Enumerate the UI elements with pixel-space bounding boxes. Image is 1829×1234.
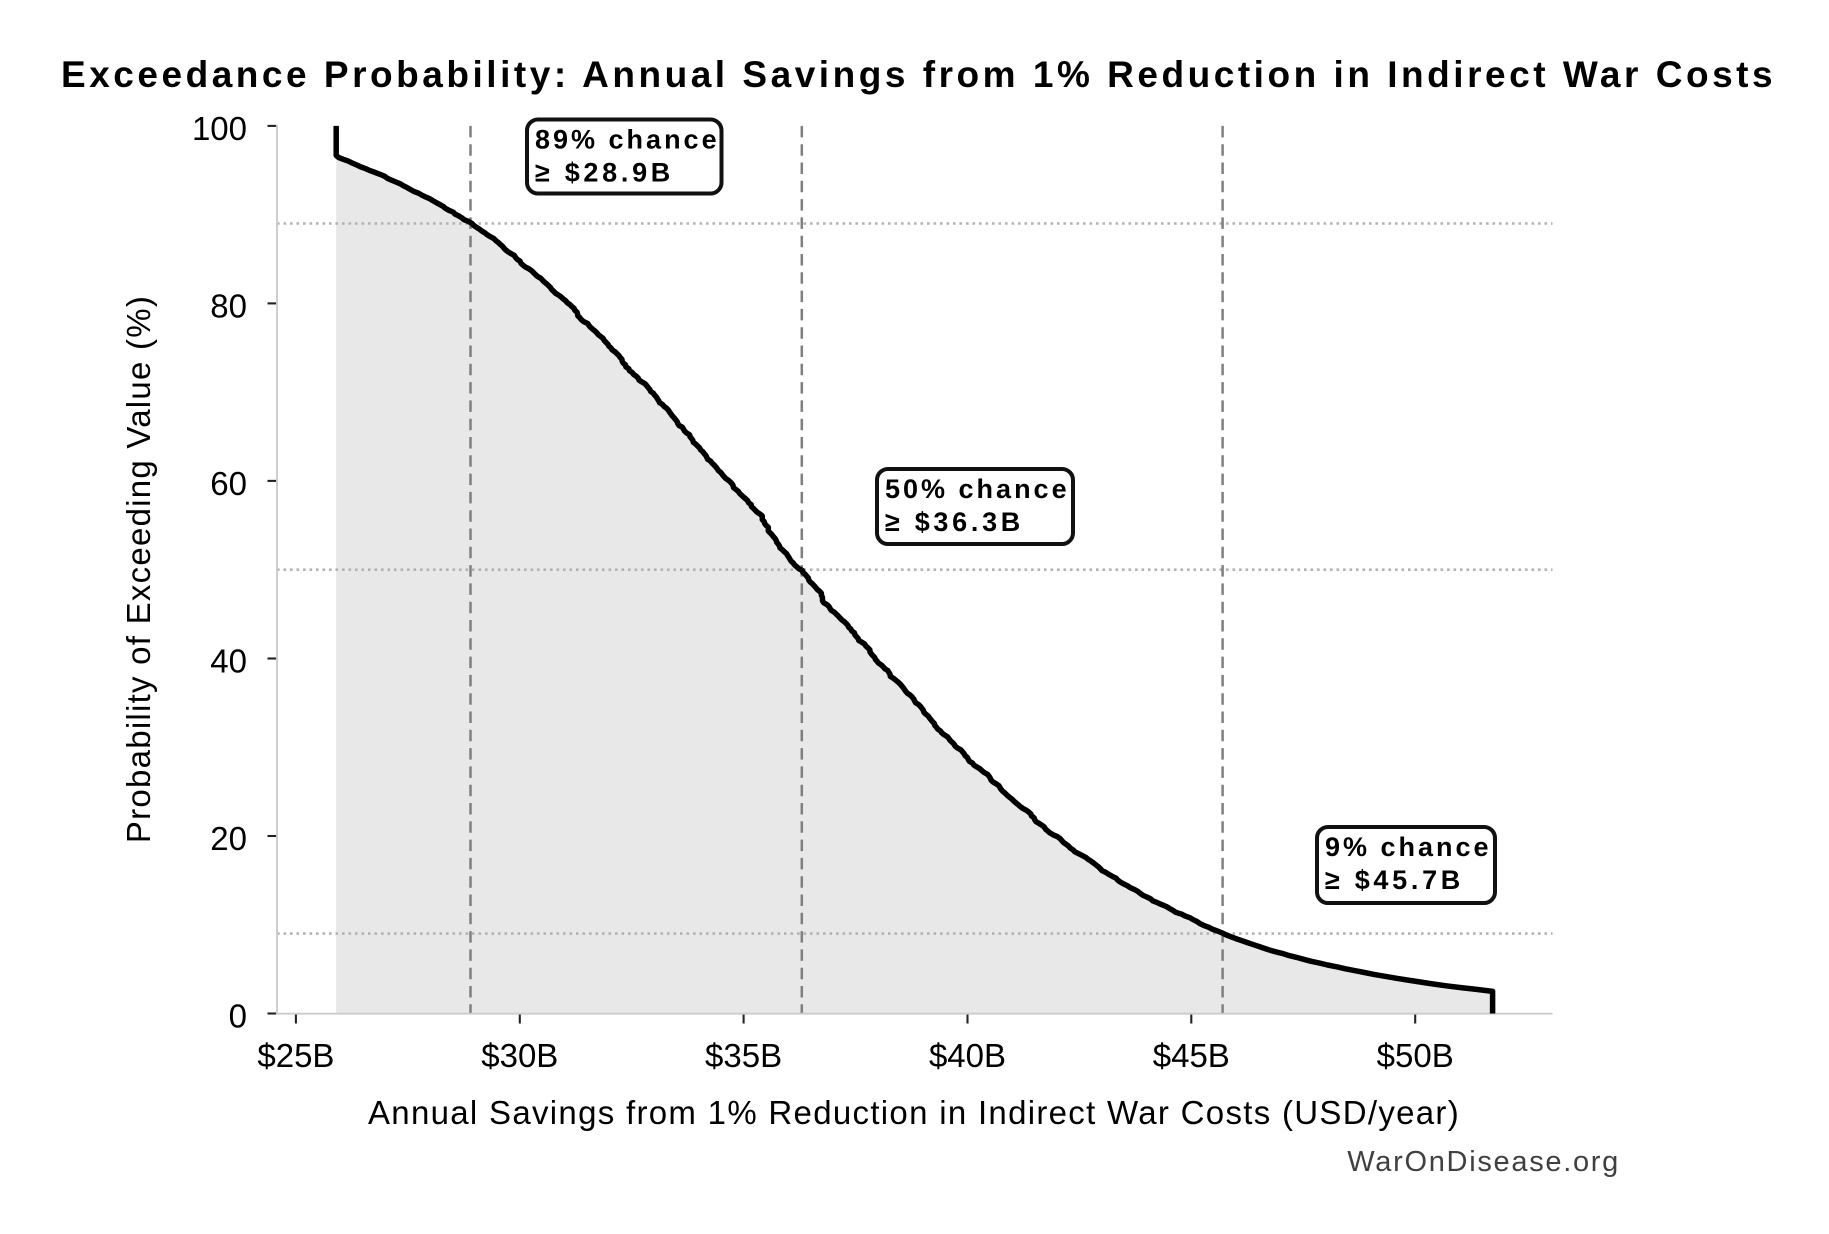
svg-text:≥ $36.3B: ≥ $36.3B — [885, 507, 1024, 537]
svg-text:40: 40 — [210, 642, 247, 679]
svg-text:$25B: $25B — [257, 1037, 334, 1074]
svg-text:Exceedance Probability: Annual: Exceedance Probability: Annual Savings f… — [61, 54, 1776, 95]
svg-text:100: 100 — [192, 110, 247, 147]
svg-text:60: 60 — [210, 465, 247, 502]
svg-text:Annual Savings from 1% Reducti: Annual Savings from 1% Reduction in Indi… — [368, 1094, 1460, 1131]
svg-text:80: 80 — [210, 287, 247, 324]
svg-text:≥ $28.9B: ≥ $28.9B — [535, 158, 674, 188]
svg-text:89% chance: 89% chance — [535, 125, 720, 155]
svg-text:$45B: $45B — [1153, 1037, 1230, 1074]
svg-text:$40B: $40B — [929, 1037, 1006, 1074]
svg-text:≥ $45.7B: ≥ $45.7B — [1325, 865, 1464, 895]
svg-text:9% chance: 9% chance — [1325, 832, 1492, 862]
svg-text:$30B: $30B — [481, 1037, 558, 1074]
svg-text:$35B: $35B — [705, 1037, 782, 1074]
svg-text:20: 20 — [210, 820, 247, 857]
svg-text:WarOnDisease.org: WarOnDisease.org — [1347, 1146, 1620, 1178]
svg-text:$50B: $50B — [1377, 1037, 1454, 1074]
svg-text:Probability of Exceeding Value: Probability of Exceeding Value (%) — [120, 295, 157, 843]
svg-text:50% chance: 50% chance — [885, 474, 1070, 504]
svg-text:0: 0 — [229, 997, 247, 1034]
